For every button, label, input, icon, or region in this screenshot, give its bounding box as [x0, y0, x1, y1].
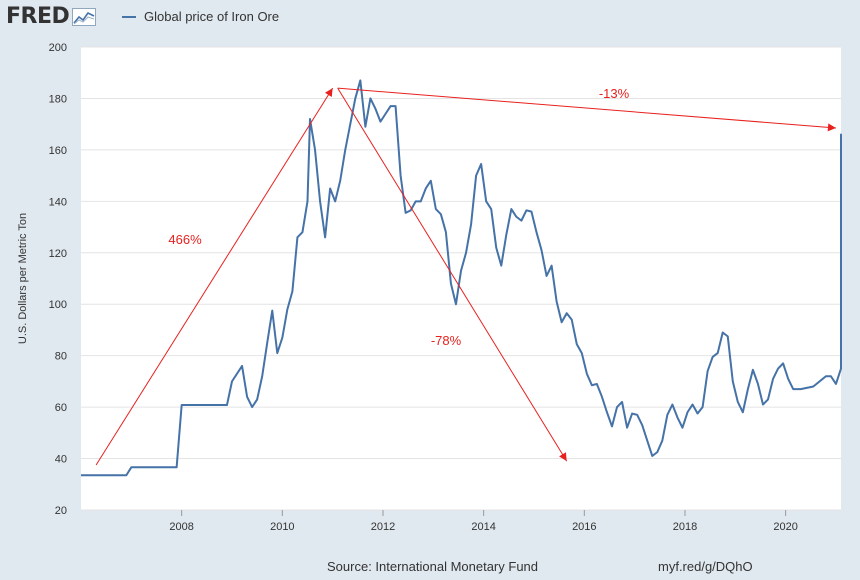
- chart-line-icon: [72, 7, 97, 26]
- x-tick-label: 2014: [471, 521, 495, 533]
- annotations: 466% -78% -13%: [95, 86, 837, 466]
- y-tick-label: 80: [55, 351, 67, 363]
- fred-logo[interactable]: FRED: [6, 4, 97, 29]
- legend: Global price of Iron Ore: [122, 9, 279, 24]
- x-tick-label: 2008: [169, 521, 193, 533]
- annotation-arrowhead: [827, 123, 836, 132]
- y-tick-label: 40: [55, 454, 67, 466]
- legend-label[interactable]: Global price of Iron Ore: [144, 9, 280, 24]
- annotation-arrow: [95, 87, 334, 466]
- header: FRED Global price of Iron Ore: [0, 0, 860, 36]
- logo-text: FRED: [6, 4, 70, 29]
- y-tick-label: 180: [49, 93, 67, 105]
- x-tick-label: 2010: [270, 521, 294, 533]
- y-tick-label: 120: [49, 248, 67, 260]
- y-tick-label: 160: [49, 145, 67, 157]
- source-text: Source: International Monetary Fund: [327, 559, 539, 574]
- y-tick-label: 60: [55, 402, 67, 414]
- x-axis-ticks: 2008 2010 2012 2014 2016 2018 2020: [169, 510, 798, 533]
- annotation-label: 466%: [168, 232, 202, 247]
- series-line-iron-ore[interactable]: [81, 79, 842, 477]
- x-tick-label: 2012: [371, 521, 395, 533]
- annotation-arrowhead: [325, 88, 333, 98]
- y-axis-label: U.S. Dollars per Metric Ton: [17, 213, 29, 344]
- annotation-label: -13%: [599, 86, 630, 101]
- y-tick-label: 140: [49, 196, 67, 208]
- x-tick-label: 2020: [773, 521, 797, 533]
- annotation-arrow: [337, 87, 568, 462]
- y-tick-label: 200: [49, 42, 67, 54]
- plot-area: [81, 47, 841, 510]
- y-tick-label: 100: [49, 299, 67, 311]
- y-axis-ticks: 20 40 60 80 100 120 140 160 180 200: [49, 42, 67, 517]
- short-url[interactable]: myf.red/g/DQhO: [658, 559, 753, 574]
- legend-line-marker: [122, 15, 136, 18]
- annotation-label: -78%: [431, 333, 462, 348]
- x-tick-label: 2016: [572, 521, 596, 533]
- annotation-arrowhead: [559, 452, 567, 462]
- annotation-arrow: [337, 87, 837, 129]
- y-tick-label: 20: [55, 505, 67, 517]
- x-tick-label: 2018: [673, 521, 697, 533]
